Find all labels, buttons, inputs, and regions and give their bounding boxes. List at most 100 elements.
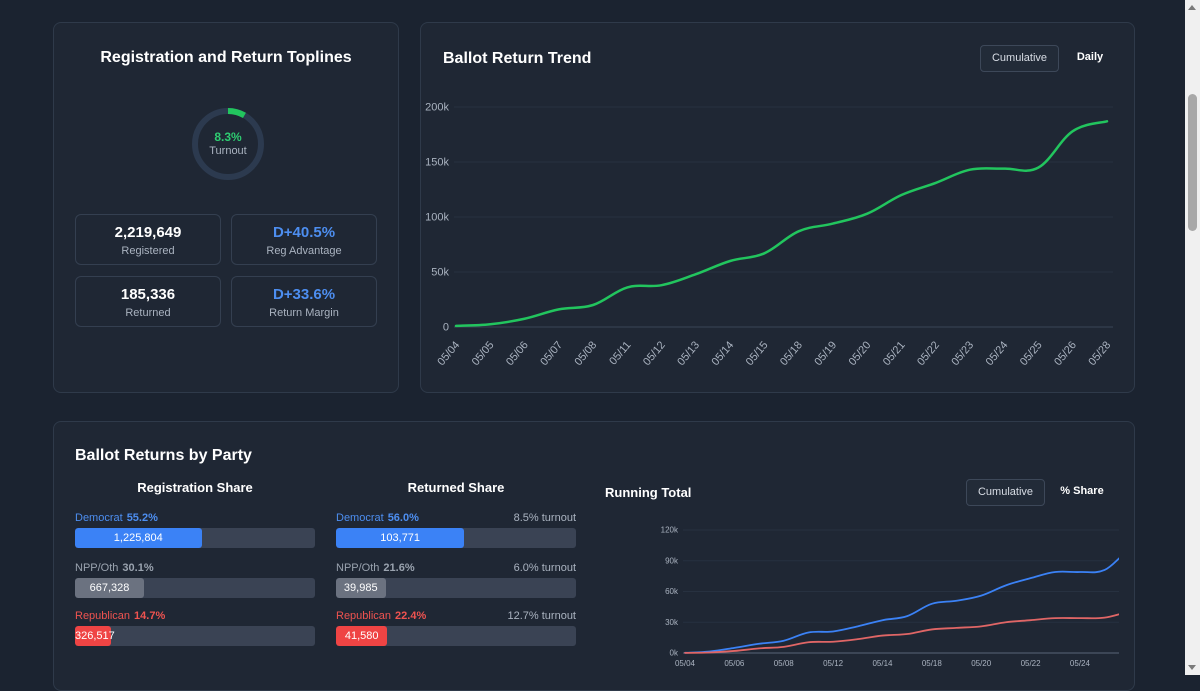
data-point[interactable] [706,648,714,656]
data-point[interactable] [863,210,871,218]
data-point[interactable] [681,649,689,657]
x-tick-label: 05/21 [881,339,908,368]
data-point[interactable] [1076,614,1084,622]
data-point[interactable] [555,305,563,313]
y-tick-label: 100k [425,212,449,224]
turnout-ring-svg [192,108,264,180]
trend-cumulative-toggle[interactable]: Cumulative [980,45,1059,72]
data-point[interactable] [486,320,494,328]
data-point[interactable] [878,616,886,624]
page-scrollbar[interactable] [1185,0,1200,675]
data-point[interactable] [903,630,911,638]
x-tick-label: 05/15 [744,339,771,368]
data-point[interactable] [897,191,905,199]
data-point[interactable] [1034,164,1042,172]
y-tick-label: 60k [665,587,679,596]
registration-bar-fill [75,528,202,548]
returned-party-pct: 56.0% [387,512,419,524]
x-tick-label: 05/18 [922,659,943,668]
data-point[interactable] [1027,574,1035,582]
returned-party-name: Republican [336,610,392,622]
data-point[interactable] [1101,614,1109,622]
scroll-down-icon[interactable] [1188,665,1196,670]
party-title: Ballot Returns by Party [75,447,252,464]
trend-daily-toggle[interactable]: Daily [1076,51,1104,63]
data-point[interactable] [1000,165,1008,173]
turnout-ring-progress [192,108,264,180]
stat-return-margin-label: Return Margin [269,307,339,319]
running-cumulative-toggle[interactable]: Cumulative [966,479,1045,506]
x-tick-label: 05/14 [710,339,737,368]
x-tick-label: 05/22 [1021,659,1042,668]
scroll-up-icon[interactable] [1188,5,1196,10]
registration-party-pct: 55.2% [126,512,158,524]
stat-returned-value: 185,336 [120,286,176,303]
registration-party-pct: 14.7% [134,610,166,622]
x-tick-label: 05/20 [971,659,992,668]
data-point[interactable] [1027,616,1035,624]
trend-chart: 0 50k 100k 150k 200k 05/04 05/05 05/06 05/07 05/0… [425,102,1113,368]
toplines-title: Registration and Return Toplines [100,49,352,66]
data-point[interactable] [928,600,936,608]
data-point[interactable] [1101,566,1109,574]
registration-bar-count: 667,328 [89,582,130,594]
registration-bar-track: 667,328 [75,578,315,598]
data-point[interactable] [755,644,763,652]
data-point[interactable] [589,301,597,309]
x-tick-label: 05/25 [1018,339,1045,368]
stat-registered-label: Registered [121,245,175,257]
x-tick-label: 05/23 [949,339,976,368]
running-share-toggle[interactable]: % Share [1060,485,1104,497]
data-point[interactable] [928,625,936,633]
data-point[interactable] [953,597,961,605]
data-point[interactable] [726,257,734,265]
data-point[interactable] [1051,614,1059,622]
data-point[interactable] [903,612,911,620]
data-point[interactable] [953,624,961,632]
data-point[interactable] [521,315,529,323]
registration-label-2: Republican 14.7% [75,610,165,622]
data-point[interactable] [878,632,886,640]
data-point[interactable] [1002,618,1010,626]
data-point[interactable] [804,629,812,637]
data-point[interactable] [730,647,738,655]
stat-return-margin-value: D+33.6% [272,286,336,303]
stat-reg-advantage-label: Reg Advantage [266,245,342,257]
data-point[interactable] [932,179,940,187]
scroll-thumb[interactable] [1188,94,1197,231]
data-point[interactable] [829,627,837,635]
data-point[interactable] [760,249,768,257]
data-point[interactable] [658,281,666,289]
data-point[interactable] [452,322,460,330]
data-point[interactable] [829,220,837,228]
data-point[interactable] [623,283,631,291]
returned-bar-track: 103,771 [336,528,576,548]
data-point[interactable] [966,166,974,174]
registration-label-0: Democrat 55.2% [75,512,158,524]
x-tick-label: 05/18 [778,339,805,368]
data-point[interactable] [1076,568,1084,576]
data-point[interactable] [1103,117,1111,125]
data-point[interactable] [977,622,985,630]
x-tick-label: 05/08 [774,659,795,668]
data-point[interactable] [829,638,837,646]
data-point[interactable] [854,622,862,630]
y-tick-label: 90k [665,556,679,565]
series-line-0 [684,557,1119,654]
data-point[interactable] [1002,581,1010,589]
data-point[interactable] [1069,127,1077,135]
data-point[interactable] [854,635,862,643]
data-point[interactable] [780,643,788,651]
returned-bar-count: 103,771 [380,532,421,544]
data-point[interactable] [804,638,812,646]
data-point[interactable] [795,227,803,235]
turnout-label: Turnout [209,145,247,157]
x-tick-label: 05/08 [572,339,599,368]
data-point[interactable] [1051,568,1059,576]
data-point[interactable] [977,592,985,600]
data-point[interactable] [692,270,700,278]
stat-reg-advantage: D+40.5% Reg Advantage [231,214,377,265]
returned-bar-fill [336,578,386,598]
x-tick-label: 05/12 [823,659,844,668]
x-tick-label: 05/13 [675,339,702,368]
